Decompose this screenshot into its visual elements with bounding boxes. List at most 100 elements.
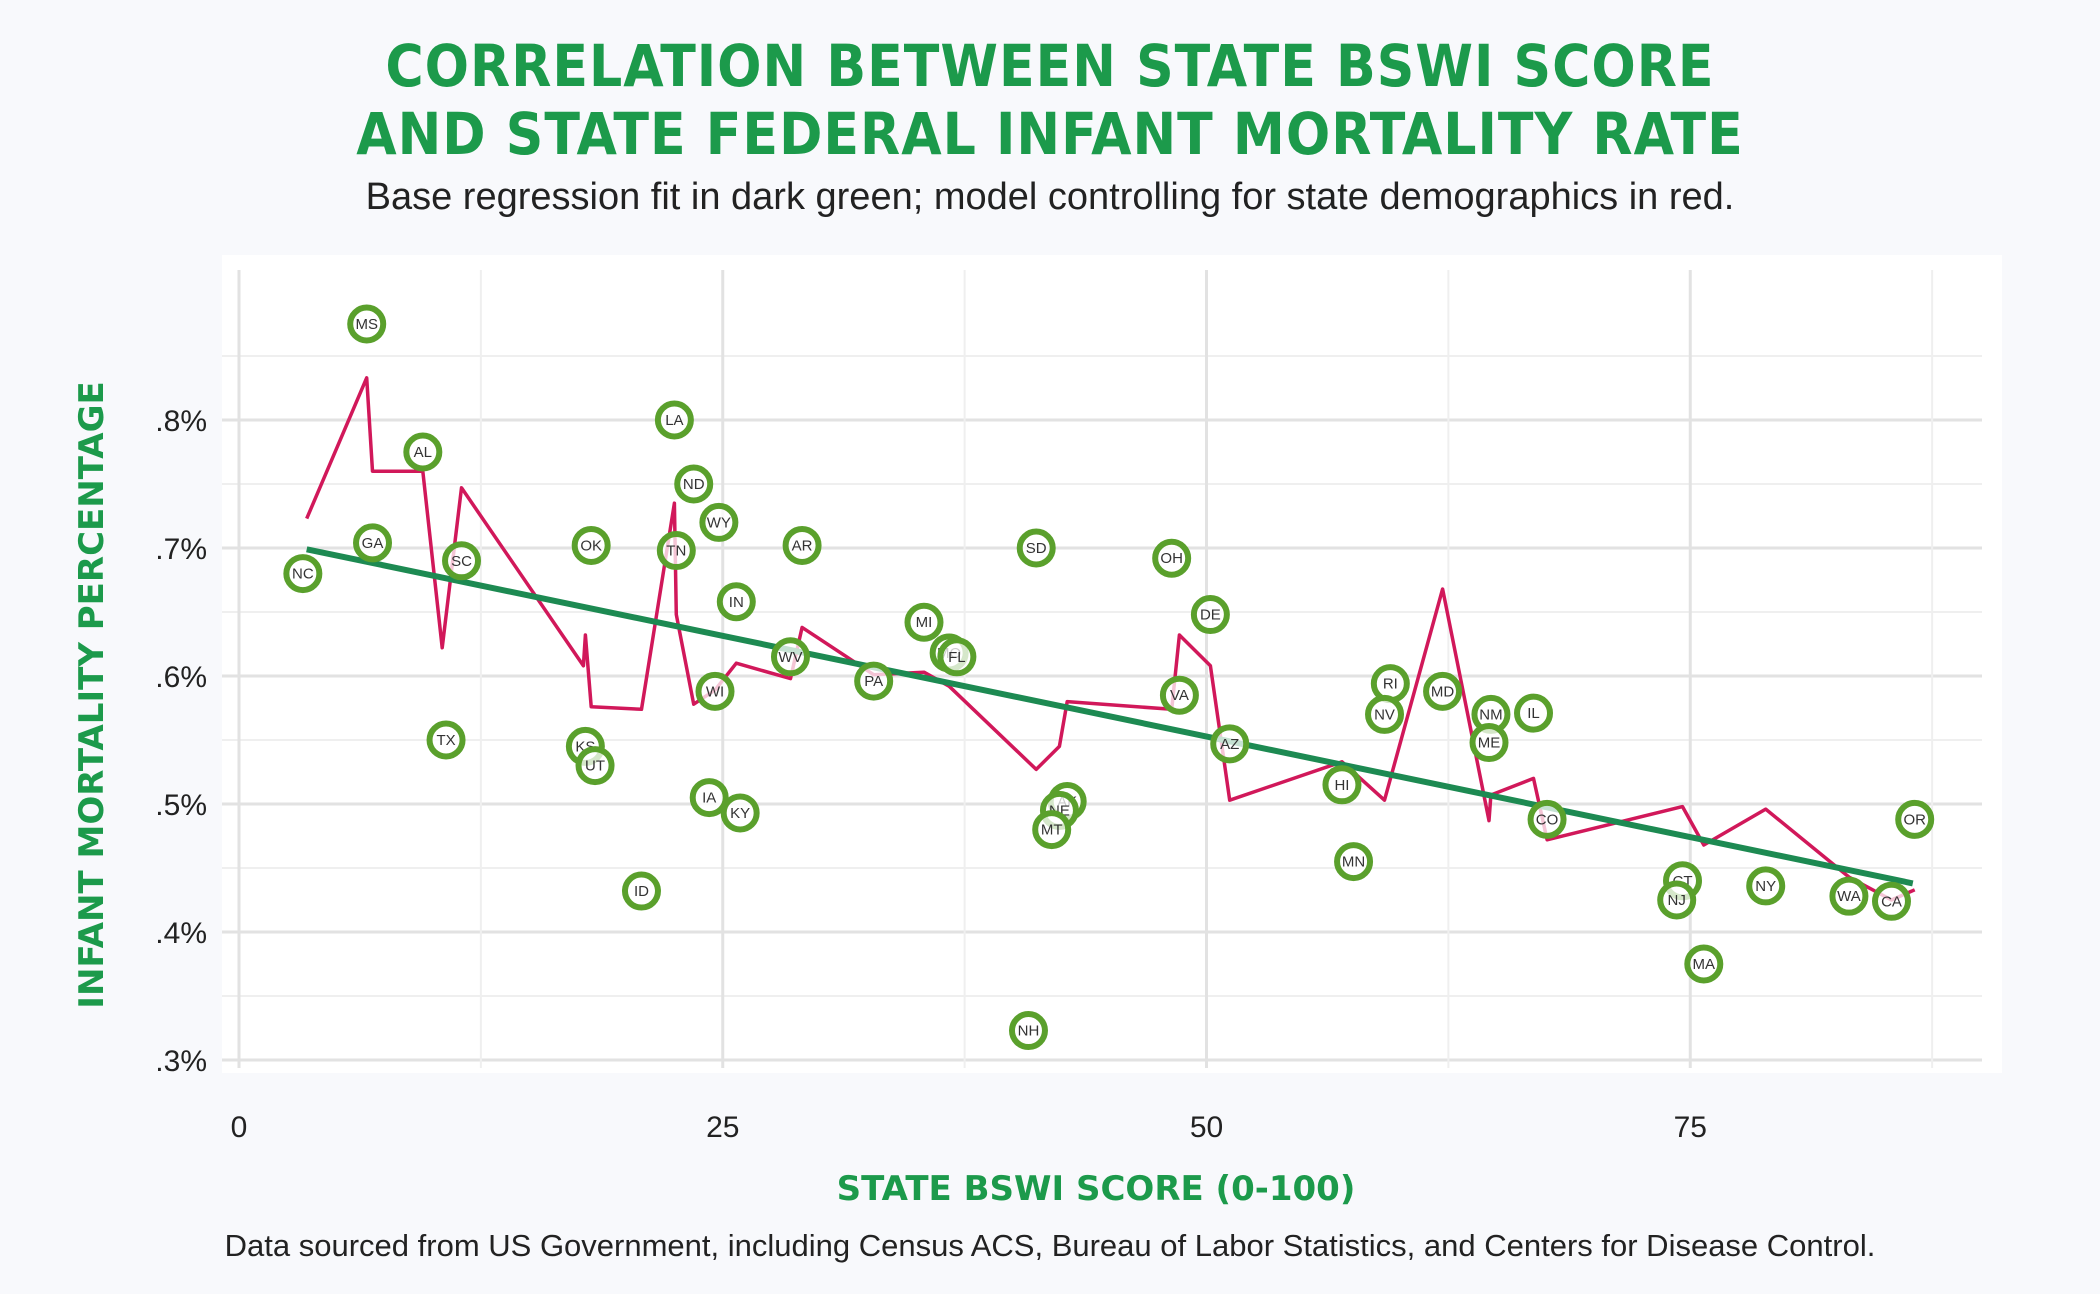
data-point-ut: UT — [575, 746, 615, 786]
point-marker — [674, 464, 714, 504]
data-source-caption: Data sourced from US Government, includi… — [224, 1228, 1876, 1263]
point-label: DE — [1200, 607, 1221, 624]
x-axis-label: STATE BSWI SCORE (0-100) — [837, 1169, 1356, 1209]
data-point-md: MD — [1423, 671, 1463, 711]
point-label: WY — [707, 514, 731, 531]
point-marker — [654, 400, 694, 440]
point-label: IL — [1527, 705, 1540, 722]
point-marker — [1190, 595, 1230, 635]
data-point-il: IL — [1514, 693, 1554, 733]
point-label: AR — [792, 537, 813, 554]
point-label: WV — [778, 649, 802, 666]
data-point-oh: OH — [1152, 538, 1192, 578]
point-label: NY — [1755, 878, 1776, 895]
data-point-ma: MA — [1684, 944, 1724, 984]
data-point-ia: IA — [689, 778, 729, 818]
point-marker — [1032, 810, 1072, 850]
y-tick-label: .4% — [155, 917, 207, 950]
point-marker — [699, 502, 739, 542]
point-label: CA — [1881, 893, 1902, 910]
point-marker — [1871, 881, 1911, 921]
point-label: OH — [1160, 550, 1183, 567]
point-label: TN — [666, 543, 686, 560]
plot-panel — [222, 255, 2002, 1073]
point-marker — [1008, 1011, 1048, 1051]
data-point-nc: NC — [283, 554, 323, 594]
x-tick-label: 75 — [1674, 1111, 1707, 1144]
data-point-nd: ND — [674, 464, 714, 504]
data-point-or: OR — [1895, 799, 1935, 839]
point-label: ID — [634, 883, 649, 900]
y-tick-label: .6% — [155, 661, 207, 694]
point-marker — [854, 661, 894, 701]
point-marker — [937, 637, 977, 677]
point-marker — [904, 602, 944, 642]
point-label: PA — [864, 673, 883, 690]
data-point-mi: MI — [904, 602, 944, 642]
point-marker — [1334, 842, 1374, 882]
point-marker — [403, 432, 443, 472]
point-label: MN — [1342, 854, 1365, 871]
point-marker — [1746, 866, 1786, 906]
data-point-in: IN — [716, 582, 756, 622]
data-point-de: DE — [1190, 595, 1230, 635]
point-label: CO — [1536, 811, 1559, 828]
point-marker — [1423, 671, 1463, 711]
data-point-ky: KY — [720, 793, 760, 833]
x-tick-label: 25 — [706, 1111, 739, 1144]
point-marker — [1159, 675, 1199, 715]
data-point-co: CO — [1527, 799, 1567, 839]
point-marker — [1365, 694, 1405, 734]
point-label: FL — [948, 649, 966, 666]
y-axis-label: INFANT MORTALITY PERCENTAGE — [72, 381, 112, 1008]
point-marker — [689, 778, 729, 818]
point-label: KY — [730, 805, 750, 822]
data-point-hi: HI — [1322, 765, 1362, 805]
point-label: NJ — [1668, 892, 1686, 909]
data-point-tn: TN — [656, 531, 696, 571]
point-marker — [1469, 723, 1509, 763]
point-label: UT — [585, 758, 605, 775]
point-marker — [1322, 765, 1362, 805]
point-marker — [621, 871, 661, 911]
point-label: SC — [451, 553, 472, 570]
point-label: SD — [1026, 540, 1047, 557]
point-marker — [1829, 876, 1869, 916]
data-point-pa: PA — [854, 661, 894, 701]
point-label: NC — [292, 566, 314, 583]
point-label: OK — [580, 537, 602, 554]
point-label: NM — [1479, 706, 1502, 723]
title-line-1: CORRELATION BETWEEN STATE BSWI SCORE — [385, 32, 1715, 100]
point-marker — [1895, 799, 1935, 839]
point-marker — [770, 637, 810, 677]
y-tick-label: .8% — [155, 405, 207, 438]
point-marker — [426, 720, 466, 760]
point-label: RI — [1383, 676, 1398, 693]
data-point-az: AZ — [1210, 724, 1250, 764]
point-marker — [1152, 538, 1192, 578]
point-label: HI — [1334, 777, 1349, 794]
point-marker — [1016, 528, 1056, 568]
data-point-wi: WI — [695, 671, 735, 711]
point-marker — [720, 793, 760, 833]
data-point-ny: NY — [1746, 866, 1786, 906]
point-label: MI — [916, 614, 933, 631]
data-point-ok: OK — [571, 525, 611, 565]
point-label: AL — [414, 444, 432, 461]
data-point-sd: SD — [1016, 528, 1056, 568]
point-label: MA — [1693, 956, 1716, 973]
data-point-fl: FL — [937, 637, 977, 677]
data-point-ms: MS — [347, 304, 387, 344]
data-point-id: ID — [621, 871, 661, 911]
point-label: MT — [1041, 822, 1063, 839]
point-label: GA — [362, 535, 384, 552]
y-tick-label: .3% — [155, 1045, 207, 1078]
data-point-nh: NH — [1008, 1011, 1048, 1051]
data-point-wa: WA — [1829, 876, 1869, 916]
data-point-la: LA — [654, 400, 694, 440]
point-marker — [1514, 693, 1554, 733]
data-point-wv: WV — [770, 637, 810, 677]
data-point-wy: WY — [699, 502, 739, 542]
point-label: TX — [436, 732, 455, 749]
